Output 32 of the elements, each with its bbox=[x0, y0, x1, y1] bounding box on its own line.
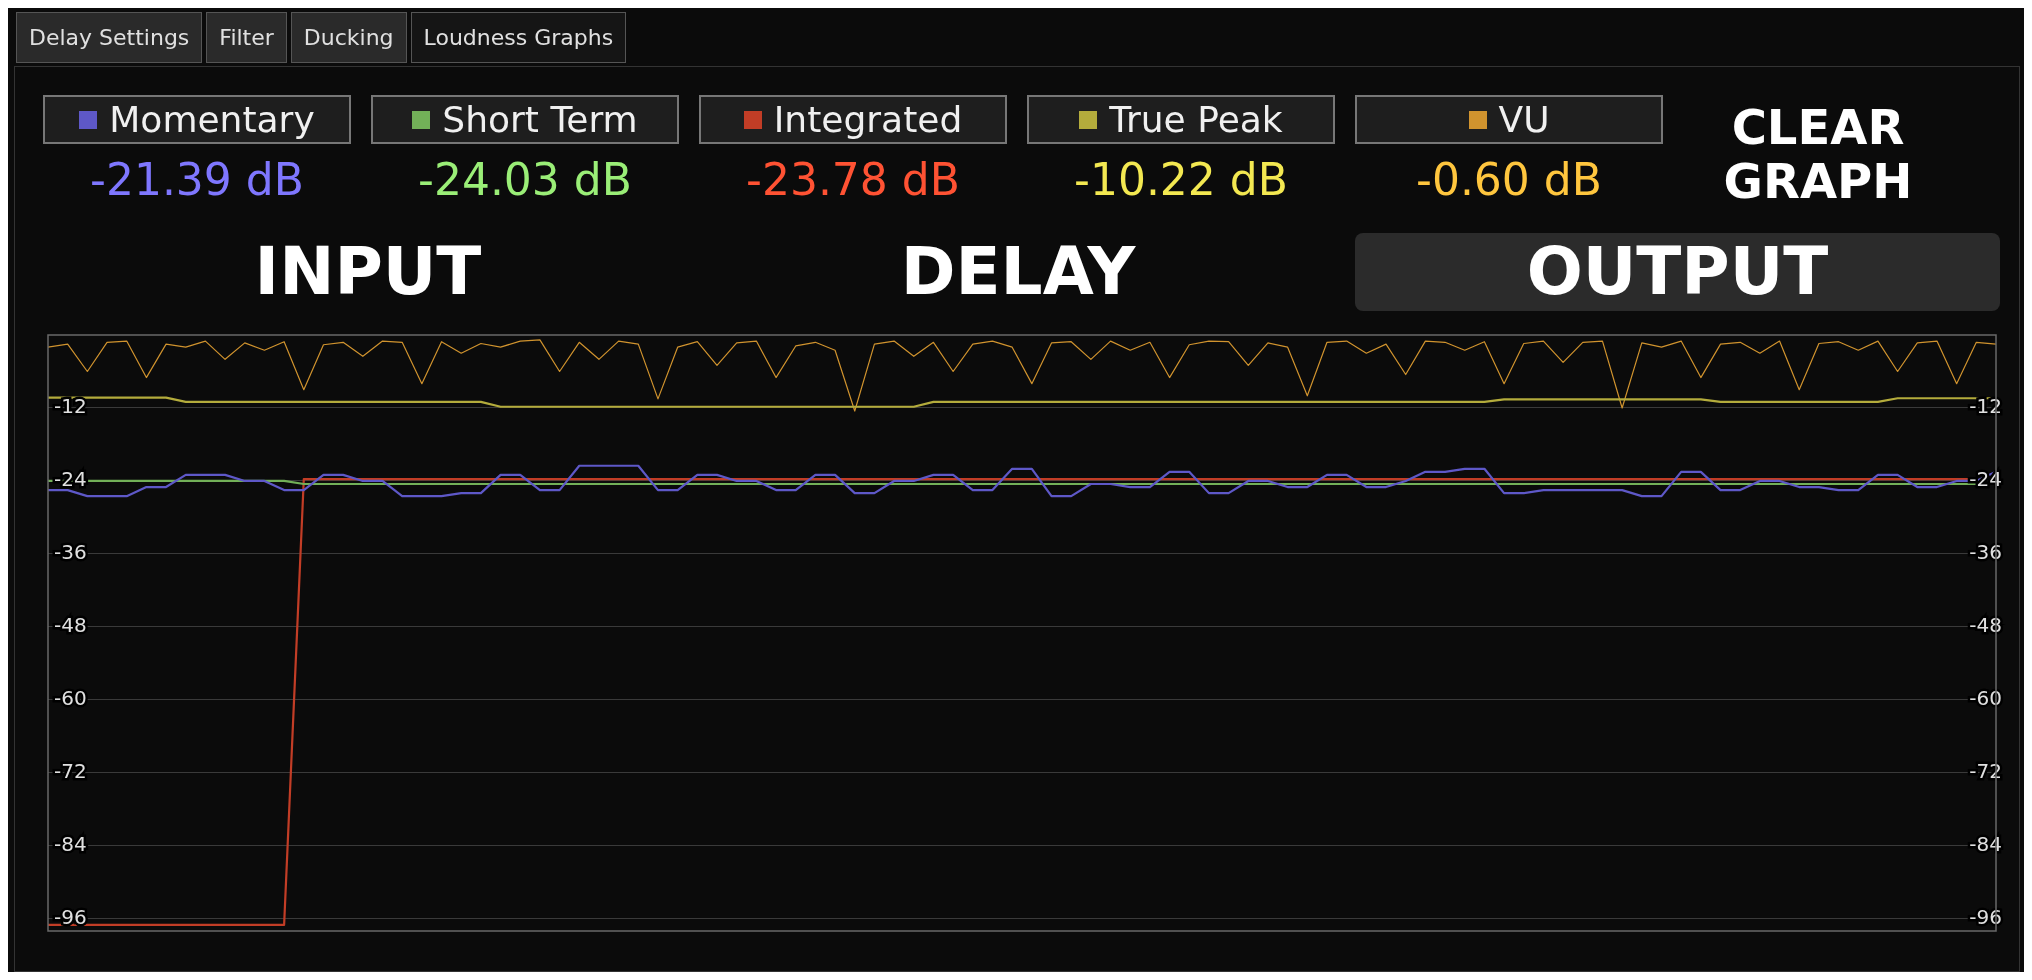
y-tick-label: -12 bbox=[54, 394, 87, 419]
legend-label: Short Term bbox=[442, 99, 638, 140]
text: -0.60 dB bbox=[1415, 154, 1603, 205]
legend-label: Integrated bbox=[773, 99, 963, 140]
text: INPUT bbox=[253, 233, 483, 311]
text: OUTPUT bbox=[1355, 233, 2000, 311]
text: Loudness Graphs bbox=[410, 12, 627, 63]
y2-tick-label: -36 bbox=[1969, 540, 2002, 565]
y2-tick-label: -96 bbox=[1969, 905, 2002, 930]
y2-tick-label: -84 bbox=[1969, 832, 2002, 857]
text: Ducking bbox=[290, 12, 407, 63]
y-tick-label: -48 bbox=[54, 613, 87, 638]
y2-tick-label: -12 bbox=[1969, 394, 2002, 419]
y2-tick-label: -60 bbox=[1969, 686, 2002, 711]
y2-tick-label: -72 bbox=[1969, 759, 2002, 784]
y-tick-label: -96 bbox=[54, 905, 87, 930]
text: -21.39 dB bbox=[89, 154, 305, 205]
text: -23.78 dB bbox=[745, 154, 961, 205]
y-tick-label: -60 bbox=[54, 686, 87, 711]
text: Filter bbox=[206, 12, 287, 63]
text: -24.03 dB bbox=[417, 154, 633, 205]
legend-label: VU bbox=[1498, 99, 1550, 140]
y2-tick-label: -48 bbox=[1969, 613, 2002, 638]
text: -10.22 dB bbox=[1073, 154, 1289, 205]
y-tick-label: -72 bbox=[54, 759, 87, 784]
text: DELAY bbox=[899, 233, 1137, 311]
text: CLEAR GRAPH bbox=[1722, 99, 1914, 209]
y-tick-label: -84 bbox=[54, 832, 87, 857]
legend-label: True Peak bbox=[1109, 99, 1283, 140]
y-tick-label: -36 bbox=[54, 540, 87, 565]
legend-label: Momentary bbox=[109, 99, 315, 140]
text: Delay Settings bbox=[16, 12, 203, 63]
